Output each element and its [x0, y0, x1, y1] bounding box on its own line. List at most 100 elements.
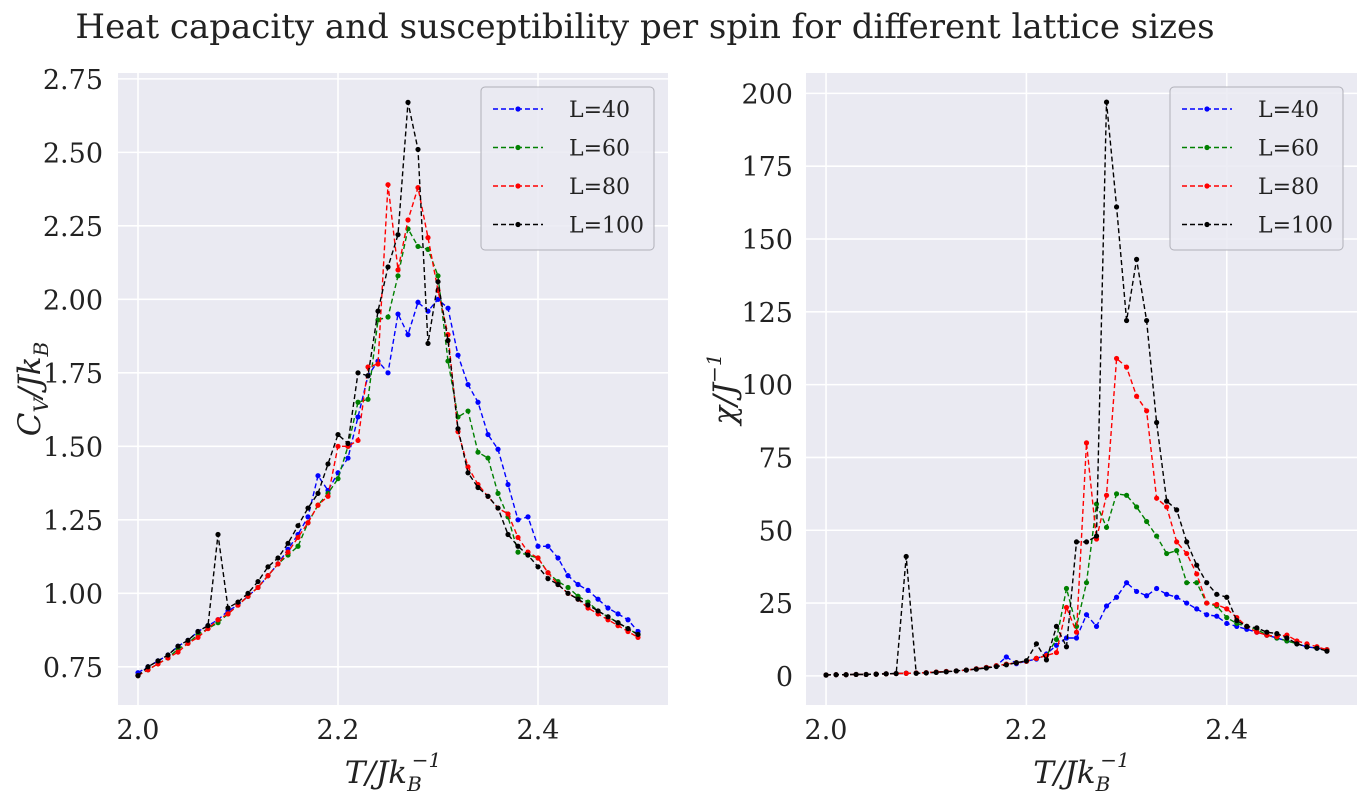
data-point	[1083, 440, 1090, 446]
data-point	[275, 555, 281, 561]
data-point	[1324, 648, 1330, 654]
data-point	[165, 652, 171, 658]
data-point	[1103, 524, 1110, 530]
data-point	[545, 543, 551, 549]
y-tick-label: 200	[741, 79, 793, 110]
data-point	[913, 670, 919, 676]
figure-title: Heat capacity and susceptibility per spi…	[75, 7, 1214, 47]
data-point	[465, 408, 471, 414]
data-point	[505, 531, 511, 538]
data-point	[395, 273, 401, 279]
data-point	[1053, 649, 1060, 656]
data-point	[1134, 256, 1140, 262]
data-point	[1003, 654, 1009, 660]
data-point	[1123, 364, 1130, 370]
data-point	[475, 484, 481, 491]
data-point	[1013, 660, 1019, 666]
data-point	[225, 605, 231, 611]
data-point	[1184, 600, 1190, 606]
data-point	[435, 279, 441, 285]
data-point	[1073, 539, 1080, 545]
y-tick-label: 50	[759, 516, 793, 547]
data-point	[1023, 658, 1029, 664]
data-point	[1144, 593, 1150, 599]
data-point	[1154, 495, 1160, 501]
data-point	[1083, 580, 1090, 586]
data-point	[385, 182, 391, 188]
data-point	[465, 464, 471, 470]
data-point	[405, 99, 411, 105]
data-point	[385, 370, 391, 376]
data-point	[455, 426, 461, 432]
data-point	[225, 611, 231, 617]
y-tick-label: 0	[776, 662, 793, 693]
data-point	[973, 666, 979, 672]
data-point	[1113, 491, 1120, 497]
data-point	[1314, 645, 1320, 651]
series-l-100	[823, 99, 1330, 678]
data-point	[605, 605, 611, 611]
data-point	[285, 540, 291, 546]
data-point	[635, 631, 641, 638]
data-point	[465, 381, 471, 388]
data-point	[595, 596, 601, 602]
data-point	[1063, 585, 1070, 592]
data-point	[555, 581, 561, 588]
legend-marker	[515, 183, 521, 189]
data-point	[1154, 585, 1160, 592]
data-point	[275, 561, 281, 567]
legend-label: L=100	[1258, 214, 1333, 239]
heat-capacity-panel: 0.75 1.00 1.25 1.50 1.75 2.00 2.25 2.50 2.75 2.0 2…	[12, 65, 668, 796]
data-point	[305, 505, 311, 511]
data-point	[495, 490, 501, 496]
legend: L=40 L=60 L=80 L=100	[480, 86, 655, 251]
data-point	[1113, 594, 1120, 600]
data-point	[315, 473, 321, 479]
data-point	[1123, 317, 1130, 324]
data-point	[485, 455, 491, 461]
data-point	[425, 340, 431, 347]
data-point	[265, 564, 271, 570]
data-point	[195, 634, 201, 640]
data-point	[305, 514, 311, 520]
data-point	[1144, 317, 1150, 324]
data-point	[873, 671, 879, 677]
data-point	[345, 440, 351, 446]
data-point	[195, 628, 201, 635]
data-point	[615, 611, 621, 617]
data-point	[445, 305, 451, 311]
data-point	[335, 476, 341, 482]
data-point	[535, 543, 541, 549]
data-point	[395, 311, 401, 317]
data-point	[375, 361, 381, 367]
legend-label: L=60	[569, 137, 630, 162]
data-point	[1224, 606, 1230, 612]
data-point	[1103, 492, 1110, 498]
legend-label: L=40	[1258, 98, 1319, 123]
data-point	[1033, 641, 1040, 647]
data-point	[1234, 617, 1240, 624]
data-point	[565, 584, 571, 591]
data-point	[1244, 623, 1250, 629]
series-l-100	[135, 99, 641, 679]
data-point	[1083, 539, 1090, 545]
data-point	[535, 555, 541, 561]
data-point	[535, 564, 541, 570]
data-point	[1043, 657, 1050, 663]
data-point	[545, 570, 551, 576]
y-tick-label: 175	[741, 152, 793, 183]
x-axis-label: T/JkB−1	[1033, 748, 1130, 796]
data-point	[1174, 539, 1180, 545]
x-tick-label: 2.0	[117, 715, 160, 746]
data-point	[185, 637, 191, 643]
data-point	[335, 431, 341, 438]
data-point	[495, 505, 501, 511]
data-point	[435, 273, 441, 279]
data-point	[135, 673, 141, 679]
data-point	[1063, 635, 1070, 641]
data-point	[485, 493, 491, 499]
legend-label: L=80	[569, 175, 630, 200]
data-point	[983, 665, 989, 671]
data-point	[1073, 629, 1080, 635]
